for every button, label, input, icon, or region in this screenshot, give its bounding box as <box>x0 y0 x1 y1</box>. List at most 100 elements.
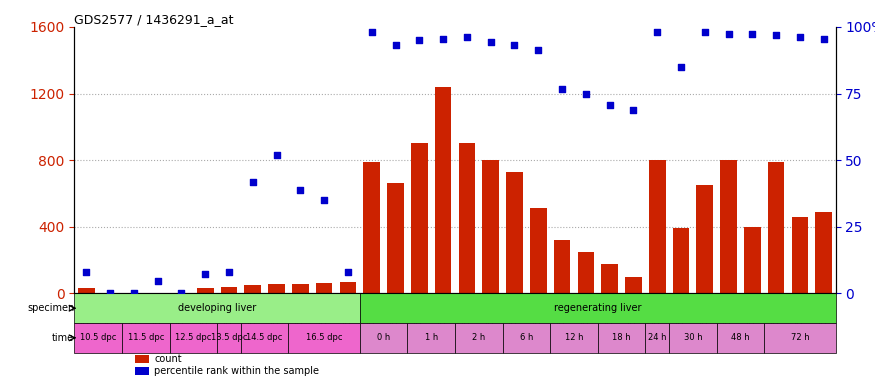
Point <box>769 32 783 38</box>
Bar <box>816 212 832 293</box>
FancyBboxPatch shape <box>170 323 217 353</box>
Point <box>793 34 807 40</box>
Text: 24 h: 24 h <box>648 333 667 342</box>
Point <box>697 29 711 35</box>
FancyBboxPatch shape <box>764 323 836 353</box>
Point <box>103 290 117 296</box>
Bar <box>269 284 285 293</box>
Text: 0 h: 0 h <box>377 333 390 342</box>
Point <box>293 187 307 193</box>
Text: 6 h: 6 h <box>520 333 533 342</box>
FancyBboxPatch shape <box>122 323 170 353</box>
Bar <box>388 184 404 293</box>
Bar <box>601 264 618 293</box>
Text: 18 h: 18 h <box>612 333 631 342</box>
Bar <box>649 160 666 293</box>
Bar <box>744 227 760 293</box>
Point <box>412 37 426 43</box>
Text: regenerating liver: regenerating liver <box>554 303 641 313</box>
Point <box>436 35 450 41</box>
FancyBboxPatch shape <box>717 323 764 353</box>
FancyBboxPatch shape <box>217 323 241 353</box>
FancyBboxPatch shape <box>408 323 455 353</box>
Text: GDS2577 / 1436291_a_at: GDS2577 / 1436291_a_at <box>74 13 234 26</box>
Bar <box>625 277 641 293</box>
FancyBboxPatch shape <box>74 293 360 323</box>
FancyBboxPatch shape <box>455 323 502 353</box>
FancyBboxPatch shape <box>598 323 646 353</box>
Text: 11.5 dpc: 11.5 dpc <box>128 333 164 342</box>
Point <box>484 39 498 45</box>
Text: 2 h: 2 h <box>473 333 486 342</box>
Point <box>199 271 213 277</box>
Point <box>603 102 617 108</box>
Bar <box>530 209 547 293</box>
Text: 14.5 dpc: 14.5 dpc <box>247 333 283 342</box>
Point <box>365 29 379 35</box>
Bar <box>78 288 94 293</box>
Text: 12.5 dpc: 12.5 dpc <box>175 333 212 342</box>
Point <box>507 42 522 48</box>
Bar <box>792 217 808 293</box>
Text: 72 h: 72 h <box>791 333 809 342</box>
Bar <box>340 282 356 293</box>
Point <box>579 91 593 97</box>
Point <box>650 29 664 35</box>
Point <box>460 34 474 40</box>
Text: 48 h: 48 h <box>732 333 750 342</box>
Point <box>388 42 402 48</box>
Point <box>816 35 830 41</box>
Bar <box>673 228 690 293</box>
Point <box>317 197 331 203</box>
Text: 13.5 dpc: 13.5 dpc <box>211 333 248 342</box>
Point <box>127 290 141 296</box>
Point <box>555 86 569 92</box>
Bar <box>435 87 452 293</box>
Text: percentile rank within the sample: percentile rank within the sample <box>154 366 319 376</box>
FancyBboxPatch shape <box>360 293 836 323</box>
Point <box>222 269 236 275</box>
Text: 12 h: 12 h <box>564 333 584 342</box>
Bar <box>197 288 214 293</box>
Bar <box>244 285 261 293</box>
FancyBboxPatch shape <box>646 323 669 353</box>
Bar <box>292 284 309 293</box>
Point <box>246 179 260 185</box>
Bar <box>411 144 428 293</box>
Bar <box>720 160 737 293</box>
Bar <box>578 252 594 293</box>
Text: 1 h: 1 h <box>424 333 438 342</box>
Text: 10.5 dpc: 10.5 dpc <box>80 333 116 342</box>
Point <box>80 269 94 275</box>
FancyBboxPatch shape <box>669 323 717 353</box>
FancyBboxPatch shape <box>502 323 550 353</box>
Bar <box>220 287 237 293</box>
Bar <box>363 162 380 293</box>
Text: specimen: specimen <box>27 303 74 313</box>
Point <box>150 278 164 284</box>
Bar <box>316 283 332 293</box>
Point <box>746 30 760 36</box>
Bar <box>554 240 570 293</box>
Point <box>341 269 355 275</box>
FancyBboxPatch shape <box>289 323 360 353</box>
FancyBboxPatch shape <box>241 323 289 353</box>
FancyBboxPatch shape <box>360 323 408 353</box>
Bar <box>696 185 713 293</box>
Bar <box>768 162 785 293</box>
Text: 16.5 dpc: 16.5 dpc <box>306 333 342 342</box>
Point <box>674 64 688 70</box>
Bar <box>136 367 149 375</box>
Point <box>626 107 640 113</box>
Text: developing liver: developing liver <box>178 303 256 313</box>
Point <box>722 30 736 36</box>
Point <box>531 47 545 53</box>
Bar <box>506 172 522 293</box>
FancyBboxPatch shape <box>550 323 598 353</box>
Point <box>174 290 188 296</box>
Text: time: time <box>52 333 74 343</box>
Text: 30 h: 30 h <box>683 333 703 342</box>
Text: count: count <box>154 354 182 364</box>
Bar <box>458 144 475 293</box>
Point <box>270 152 284 158</box>
